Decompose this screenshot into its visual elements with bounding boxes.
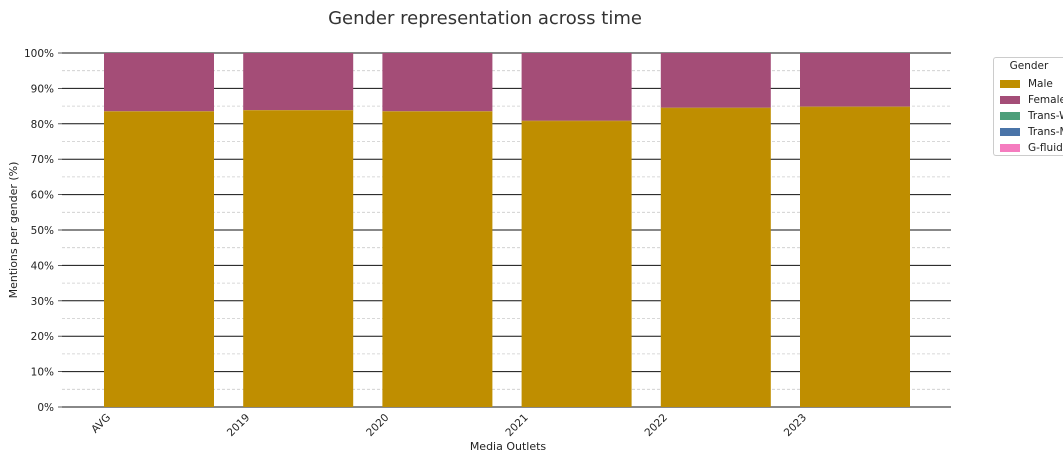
y-tick-label: 60% [31,190,54,202]
y-axis-ticks: 0% 10% 20% 30% 40% 50% 60% 70% 80% 90% 100% [24,48,62,414]
legend-label: Female [1028,94,1063,106]
legend-label: Trans-M [1028,126,1063,138]
legend-item-male: Male [994,76,1063,92]
legend-item-trans-m: Trans-M [994,124,1063,140]
legend-item-female: Female [994,92,1063,108]
x-tick-label: 2023 [782,412,809,439]
x-tick-label: 2022 [643,412,670,439]
bar-female-2022 [660,53,771,108]
bar-female-2019 [243,53,354,111]
legend-swatch [1000,112,1020,120]
y-tick-label: 80% [31,119,54,131]
bar-male-2023 [800,106,910,408]
legend-swatch [1000,96,1020,104]
x-tick-label: 2019 [225,412,252,439]
legend-label: Trans-W [1028,110,1063,122]
x-axis-label: Media Outlets [470,440,547,453]
y-tick-label: 70% [31,154,54,166]
legend-item-g-fluid: G-fluid [994,140,1063,155]
y-tick-label: 10% [31,367,54,379]
bar-male-2020 [382,111,493,407]
bar-male-2021 [521,120,632,407]
y-tick-label: 100% [24,48,54,60]
bar-female-2021 [521,53,632,121]
bars [104,53,910,408]
x-tick-label: AVG [89,412,113,436]
legend-title: Gender [1009,60,1049,72]
legend-label: Male [1028,78,1053,90]
chart-title: Gender representation across time [328,8,642,29]
y-tick-label: 90% [31,83,54,95]
y-tick-label: 30% [31,296,54,308]
bar-female-2023 [800,53,910,107]
legend: Gender Male Female Trans-W Trans-M G-fluid [993,57,1063,156]
y-tick-label: 50% [31,225,54,237]
bar-male-avg [104,111,214,407]
y-axis-label: Mentions per gender (%) [7,162,20,299]
y-tick-label: 0% [37,402,54,414]
bar-female-2020 [382,53,493,112]
legend-item-trans-w: Trans-W [994,108,1063,124]
bar-female-avg [104,53,214,112]
bar-male-2019 [243,110,354,408]
legend-swatch [1000,128,1020,136]
legend-swatch [1000,144,1020,152]
legend-items: Male Female Trans-W Trans-M G-fluid [994,76,1063,155]
legend-swatch [1000,80,1020,88]
y-tick-label: 40% [31,260,54,272]
x-axis-ticks: AVG 2019 2020 2021 2022 2023 [89,412,809,439]
bar-male-2022 [660,107,771,408]
x-tick-label: 2021 [503,412,530,439]
y-tick-label: 20% [31,331,54,343]
x-tick-label: 2020 [364,412,391,439]
legend-label: G-fluid [1028,142,1063,154]
